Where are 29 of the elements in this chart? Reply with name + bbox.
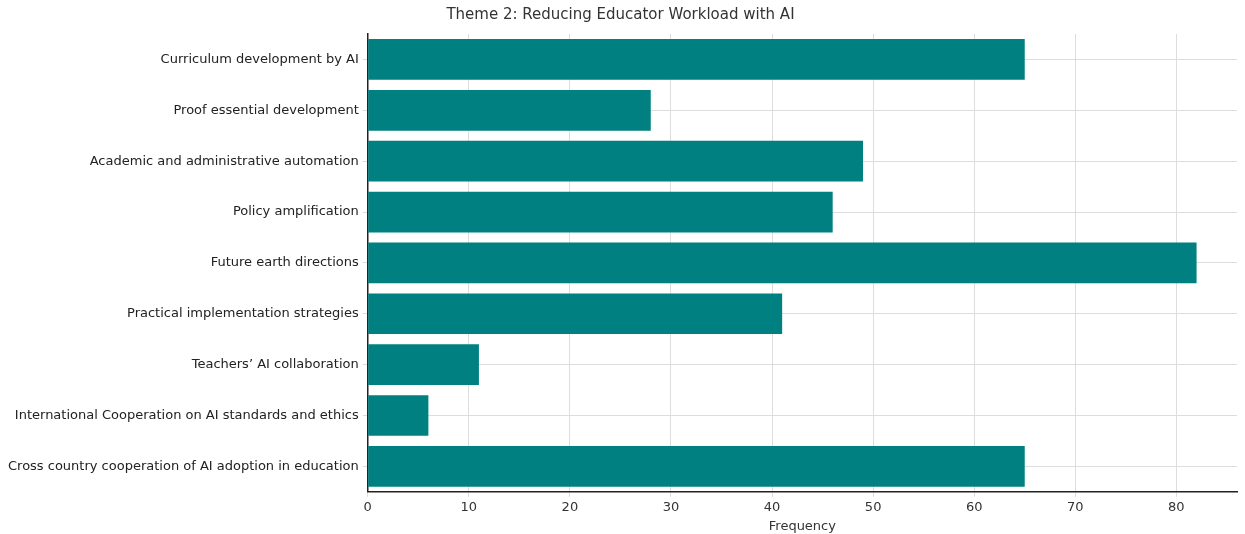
y-tick-label: Future earth directions <box>210 254 359 270</box>
y-tick-label: Academic and administrative automation <box>89 152 359 168</box>
y-tick-label: Cross country cooperation of AI adoption in education <box>8 457 359 473</box>
y-tick-label: Proof essential development <box>173 101 359 117</box>
x-tick-label: 0 <box>363 498 372 514</box>
x-tick-label: 50 <box>864 498 882 514</box>
x-axis-title: Frequency <box>768 517 837 533</box>
bar <box>368 293 783 335</box>
y-tick-label: Policy amplification <box>232 203 359 219</box>
bar <box>368 446 1025 487</box>
x-tick-label: 60 <box>965 498 983 514</box>
bar <box>368 39 1025 80</box>
y-tick-label: Practical implementation strategies <box>127 305 359 321</box>
chart-title: Theme 2: Reducing Educator Workload with AI <box>445 4 795 23</box>
y-tick-label: Teachers’ AI collaboration <box>190 356 359 372</box>
bar <box>368 344 479 385</box>
x-tick-label: 70 <box>1067 498 1084 514</box>
y-tick-label: International Cooperation on AI standards and ethics <box>14 406 359 422</box>
y-tick-label: Curriculum development by AI <box>160 50 359 66</box>
bar <box>368 140 864 182</box>
bar <box>368 242 1197 284</box>
x-tick-label: 40 <box>763 498 781 514</box>
x-tick-label: 80 <box>1168 498 1185 514</box>
bar <box>368 395 429 436</box>
x-tick-label: 10 <box>460 498 478 514</box>
bar <box>368 191 833 233</box>
x-tick-label: 20 <box>561 498 579 514</box>
x-tick-label: 30 <box>662 498 680 514</box>
bar <box>368 89 651 131</box>
